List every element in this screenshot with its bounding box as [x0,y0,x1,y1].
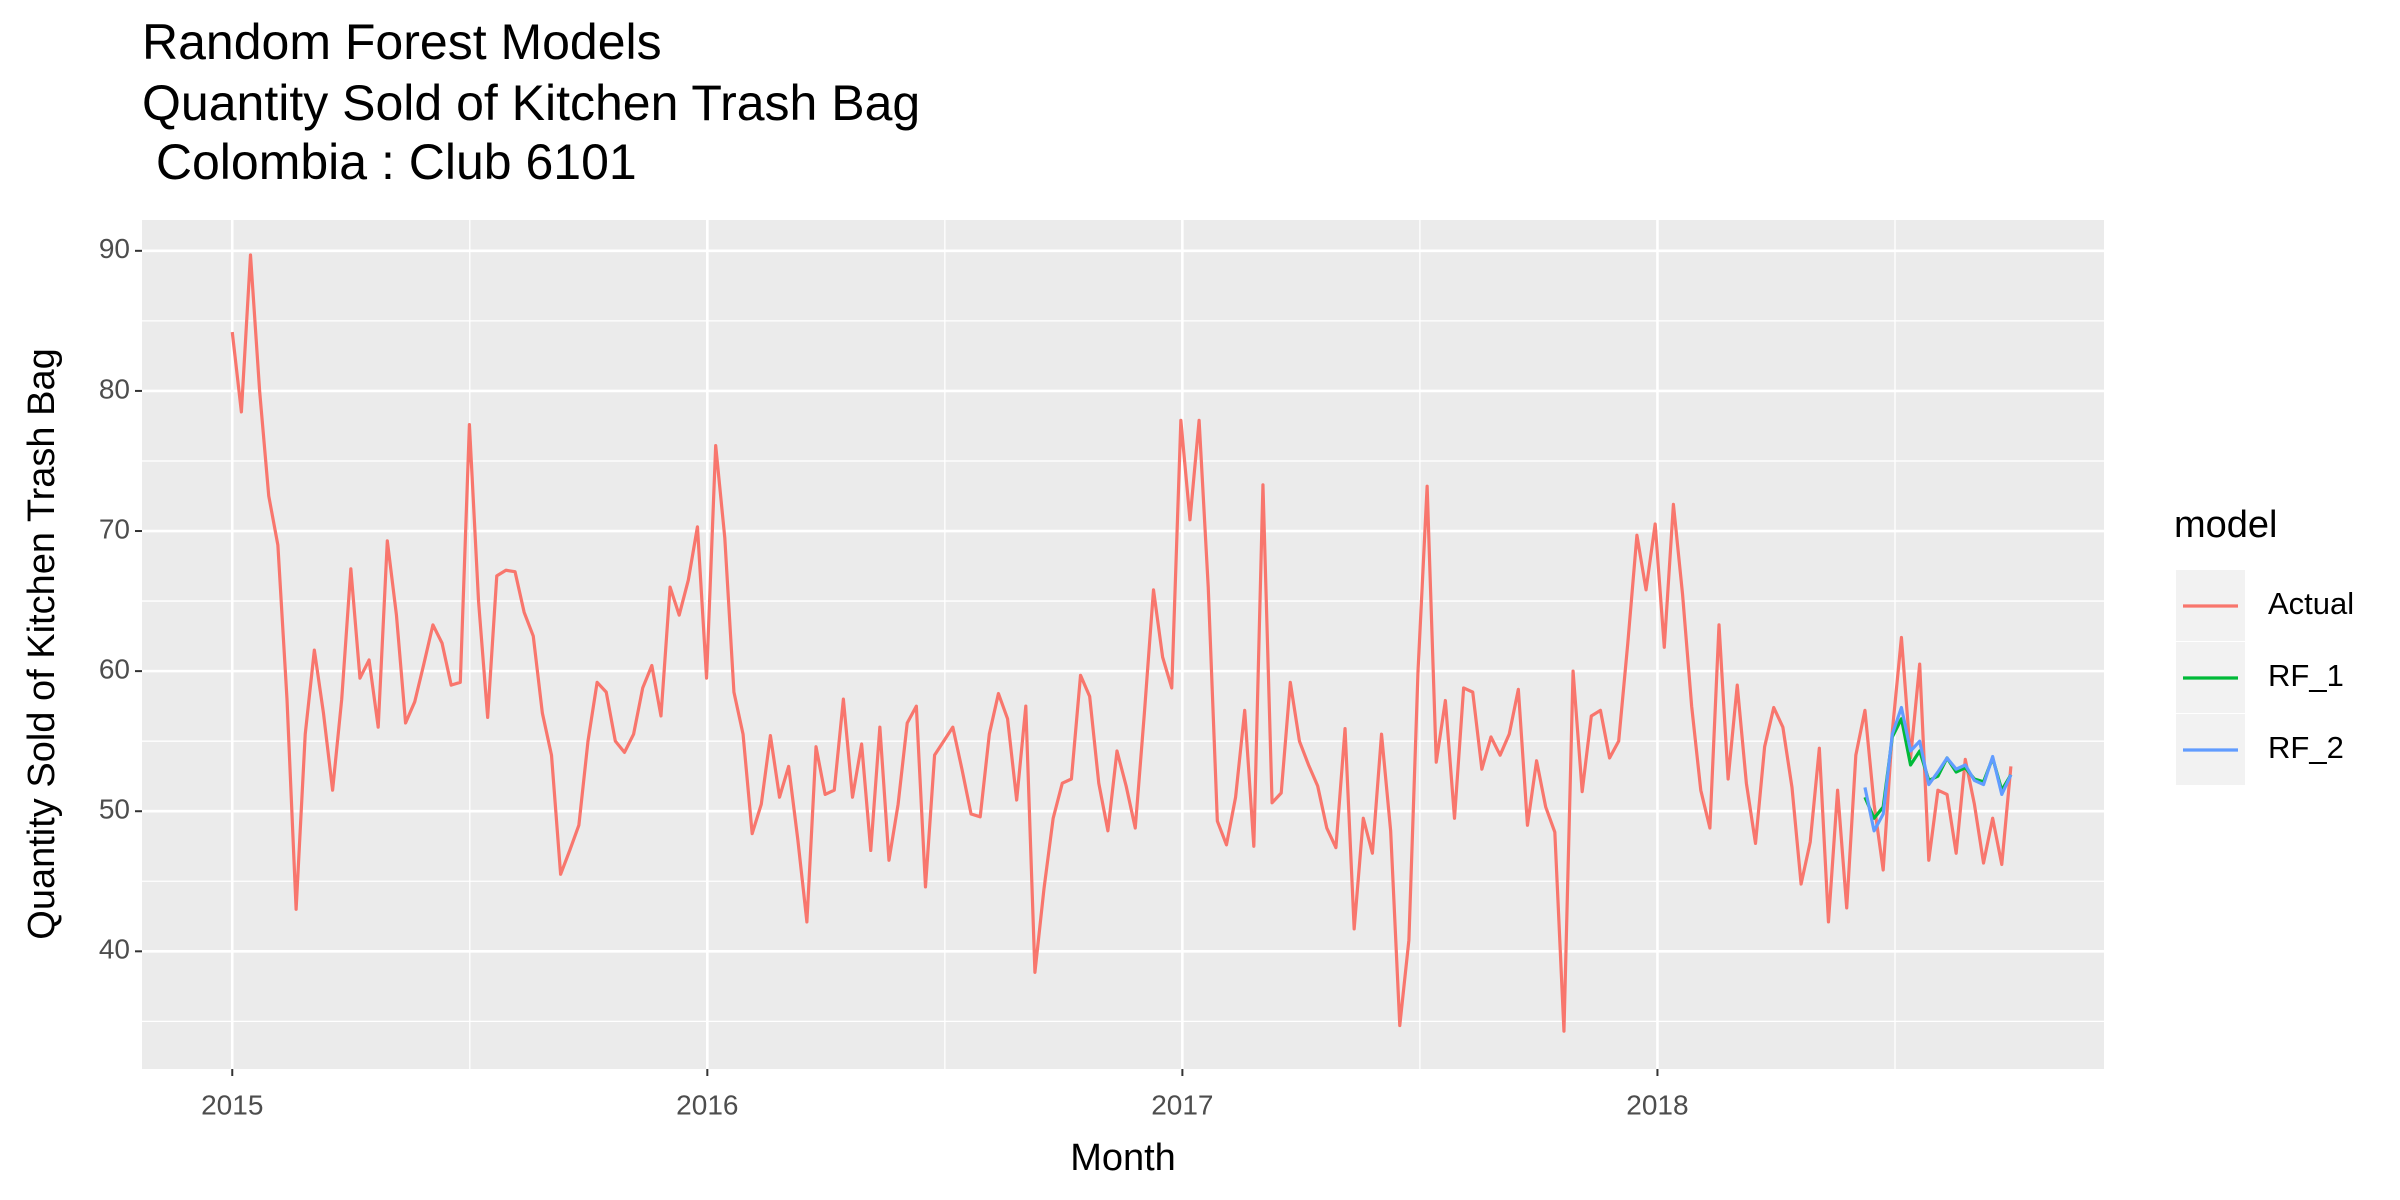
chart-title: Colombia : Club 6101 [142,134,637,190]
x-tick-label: 2016 [676,1089,738,1120]
plot-panel [142,220,2104,1069]
chart-title: Quantity Sold of Kitchen Trash Bag [142,75,920,131]
legend-label: Actual [2268,586,2354,621]
legend-label: RF_2 [2268,730,2344,765]
y-tick-label: 40 [99,934,130,965]
y-tick-label: 70 [99,513,130,544]
legend: Actual RF_1 RF_2 [2176,570,2354,785]
y-tick-label: 90 [99,233,130,264]
y-tick-label: 60 [99,654,130,685]
x-tick-label: 2017 [1151,1089,1213,1120]
y-tick-label: 80 [99,373,130,404]
x-tick-label: 2015 [201,1089,263,1120]
y-tick-label: 50 [99,794,130,825]
legend-label: RF_1 [2268,658,2344,693]
series-line [1863,705,2013,833]
x-axis-title: Month [1070,1137,1176,1179]
legend-title: model [2174,504,2278,546]
y-axis-title: Quantity Sold of Kitchen Trash Bag [21,348,63,939]
chart-title: Random Forest Models [142,14,662,70]
x-tick-label: 2018 [1626,1089,1688,1120]
lines [230,253,2013,1033]
grid [142,220,2104,1069]
series-line [230,253,2013,1033]
